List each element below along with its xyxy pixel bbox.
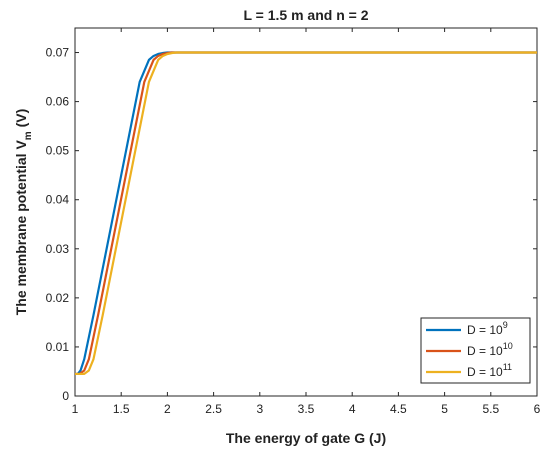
x-tick-label: 4: [349, 402, 356, 416]
x-tick-label: 2.5: [205, 402, 222, 416]
x-tick-label: 2: [164, 402, 171, 416]
legend-label-exponent: 9: [503, 320, 508, 330]
y-tick-label: 0.05: [46, 144, 70, 158]
y-tick-label: 0.02: [46, 291, 70, 305]
x-tick-label: 3: [256, 402, 263, 416]
y-axis-label: The membrane potential Vm (V): [13, 109, 34, 316]
x-tick-label: 6: [534, 402, 541, 416]
y-tick-label: 0.06: [46, 95, 70, 109]
y-tick-label: 0.07: [46, 46, 70, 60]
x-axis-label: The energy of gate G (J): [226, 430, 386, 446]
y-tick-label: 0.01: [46, 340, 70, 354]
legend-label-exponent: 11: [503, 362, 512, 372]
legend-label-exponent: 10: [503, 341, 513, 351]
y-axis-label-subscript: m: [23, 131, 34, 140]
y-axis-label-unit: (V): [13, 109, 29, 132]
x-tick-labels: 1 1.5 2 2.5 3 3.5 4 4.5 5 5.5 6: [72, 402, 541, 416]
y-tick-label: 0.04: [46, 193, 70, 207]
x-tick-label: 5: [441, 402, 448, 416]
x-tick-label: 3.5: [298, 402, 315, 416]
x-tick-label: 1: [72, 402, 79, 416]
y-tick-labels: 0 0.01 0.02 0.03 0.04 0.05 0.06 0.07: [46, 46, 70, 403]
x-tick-label: 1.5: [113, 402, 130, 416]
y-axis-label-main: The membrane potential V: [13, 140, 29, 316]
chart-title: L = 1.5 m and n = 2: [243, 7, 368, 23]
legend-label-base: D = 10: [467, 344, 503, 358]
series-line-3: [75, 51, 537, 376]
legend-label-3: D = 1011: [467, 362, 512, 379]
series-lines: [75, 51, 537, 376]
legend-label-base: D = 10: [467, 323, 503, 337]
x-tick-label: 4.5: [390, 402, 407, 416]
legend-label-1: D = 109: [467, 320, 508, 337]
y-tick-label: 0.03: [46, 242, 70, 256]
x-tick-label: 5.5: [482, 402, 499, 416]
legend-label-base: D = 10: [467, 365, 503, 379]
legend-label-2: D = 1010: [467, 341, 513, 358]
y-tick-label: 0: [62, 389, 69, 403]
